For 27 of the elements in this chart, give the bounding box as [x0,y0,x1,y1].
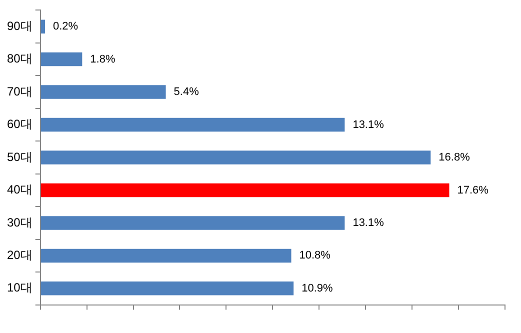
bar [40,85,166,99]
y-tick-label: 60대 [6,117,32,132]
bar [40,118,345,132]
y-tick-label: 10대 [6,280,32,295]
y-tick-label: 30대 [6,215,32,230]
y-tick-label: 40대 [6,182,32,197]
bar [40,20,45,34]
y-tick-label: 70대 [6,84,32,98]
data-label: 1.8% [90,53,116,66]
data-label: 13.1% [352,217,384,229]
data-label: 17.6% [457,184,489,196]
data-label: 5.4% [174,86,200,98]
bar [40,216,345,230]
y-tick-label: 90대 [6,18,32,33]
data-label: 10.9% [302,282,333,294]
y-tick-label: 20대 [6,248,32,262]
y-tick-label: 50대 [6,150,32,164]
data-label: 10.8% [299,250,331,262]
bar [40,183,450,198]
bar [40,150,431,164]
data-label: 0.2% [52,20,78,33]
bar [40,248,292,263]
y-tick-label: 80대 [6,52,32,66]
bar [40,282,294,296]
data-label: 16.8% [438,152,470,164]
data-label: 13.1% [352,118,384,131]
bar [40,52,82,66]
